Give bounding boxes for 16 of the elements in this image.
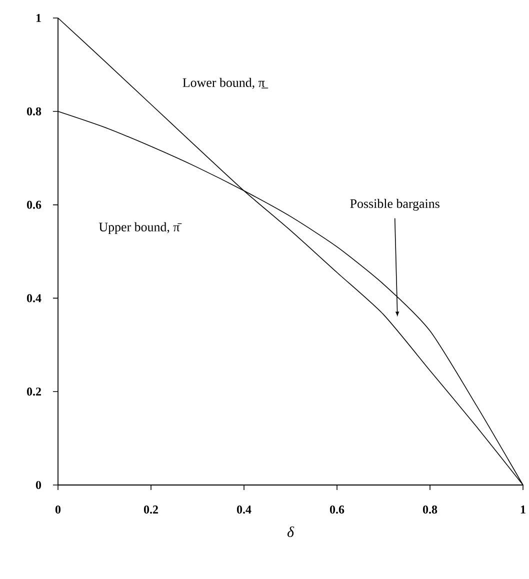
y-tick-label: 0	[36, 480, 41, 490]
y-tick-label: 0.6	[26, 200, 41, 209]
x-tick-label: 1	[520, 506, 526, 514]
y-tick-label: 0.4	[26, 294, 42, 302]
x-tick-label: 0.4	[236, 506, 252, 514]
x-tick-label: 0	[55, 506, 60, 514]
x-axis-title: δ	[287, 526, 294, 538]
y-tick-label: 0.8	[26, 107, 41, 116]
x-tick-label: 0.6	[330, 506, 344, 514]
annotation: Lower bound, π̲	[182, 78, 268, 89]
y-tick-label: 1	[36, 14, 41, 22]
annotation: Possible bargains	[350, 198, 440, 211]
annotation: Upper bound, π̄	[98, 222, 182, 234]
x-tick-label: 0.8	[422, 506, 437, 514]
y-tick-label: 0.2	[26, 388, 41, 396]
x-tick-label: 0.2	[144, 506, 158, 514]
